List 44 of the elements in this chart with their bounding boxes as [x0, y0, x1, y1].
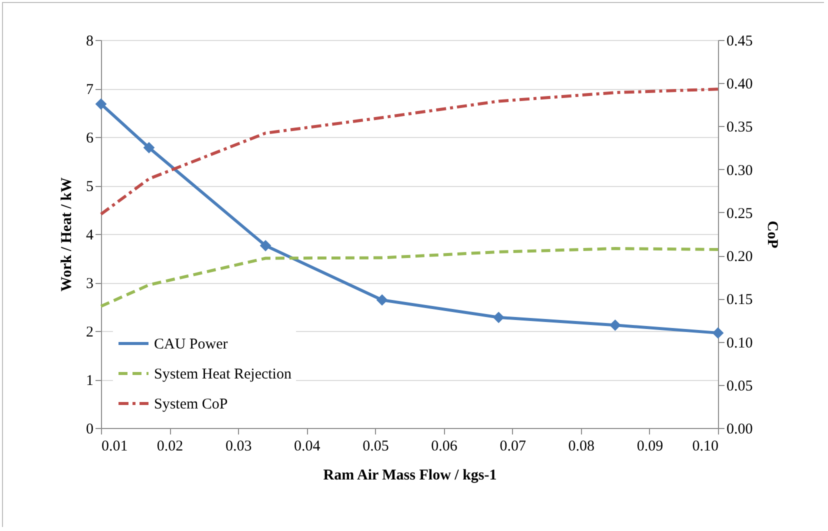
y2-tick-label: 0.00 [726, 422, 753, 438]
x-tick-label: 0.04 [294, 438, 321, 454]
y2-tick-label: 0.30 [726, 162, 753, 179]
legend-label: System CoP [154, 396, 228, 412]
y2-tick-label: 0.10 [726, 335, 753, 352]
y-tick-label: 0 [86, 422, 94, 438]
y2-tick-label: 0.35 [726, 120, 753, 136]
y-tick-label: 8 [86, 34, 94, 50]
y-tick-label: 3 [86, 276, 94, 292]
x-tick-label: 0.01 [102, 438, 128, 454]
x-tick-label: 0.02 [156, 438, 184, 454]
point [609, 319, 621, 331]
y2-tick-label: 0.20 [726, 249, 753, 266]
point [712, 327, 724, 339]
x-tick-label: 0.03 [225, 438, 252, 454]
y-tick-label: 7 [86, 82, 94, 98]
y2-tick-label: 0.25 [726, 206, 753, 222]
y-tick-label: 6 [86, 130, 94, 146]
y-tick-label: 1 [86, 373, 94, 389]
point [143, 142, 155, 154]
y2-tick-label: 0.15 [726, 292, 753, 308]
x-tick-label: 0.09 [636, 438, 664, 454]
line-series [100, 88, 720, 216]
x-tick-label: 0.08 [568, 438, 595, 454]
y2-tick-label: 0.45 [726, 34, 753, 50]
point [376, 294, 388, 306]
y2-axis-title: CoP [764, 220, 780, 248]
y-tick-label: 2 [86, 324, 94, 340]
point [492, 312, 504, 324]
point [260, 240, 272, 252]
point [95, 98, 107, 110]
x-axis-title: Ram Air Mass Flow / kgs-1 [323, 468, 497, 484]
x-tick-label: 0.05 [362, 438, 389, 454]
line-series [100, 247, 720, 308]
y2-tick-label: 0.40 [726, 76, 753, 93]
y2-tick-label: 0.05 [726, 378, 753, 394]
x-tick-label: 0.06 [431, 438, 458, 454]
x-tick-label: 0.10 [692, 438, 718, 454]
legend-label: CAU Power [154, 336, 228, 352]
y-axis-title: Work / Heat / kW [59, 177, 75, 292]
y-tick-label: 4 [86, 228, 94, 244]
x-tick-label: 0.07 [500, 438, 526, 454]
y-tick-label: 5 [86, 179, 94, 195]
legend-label: System Heat Rejection [154, 366, 292, 382]
